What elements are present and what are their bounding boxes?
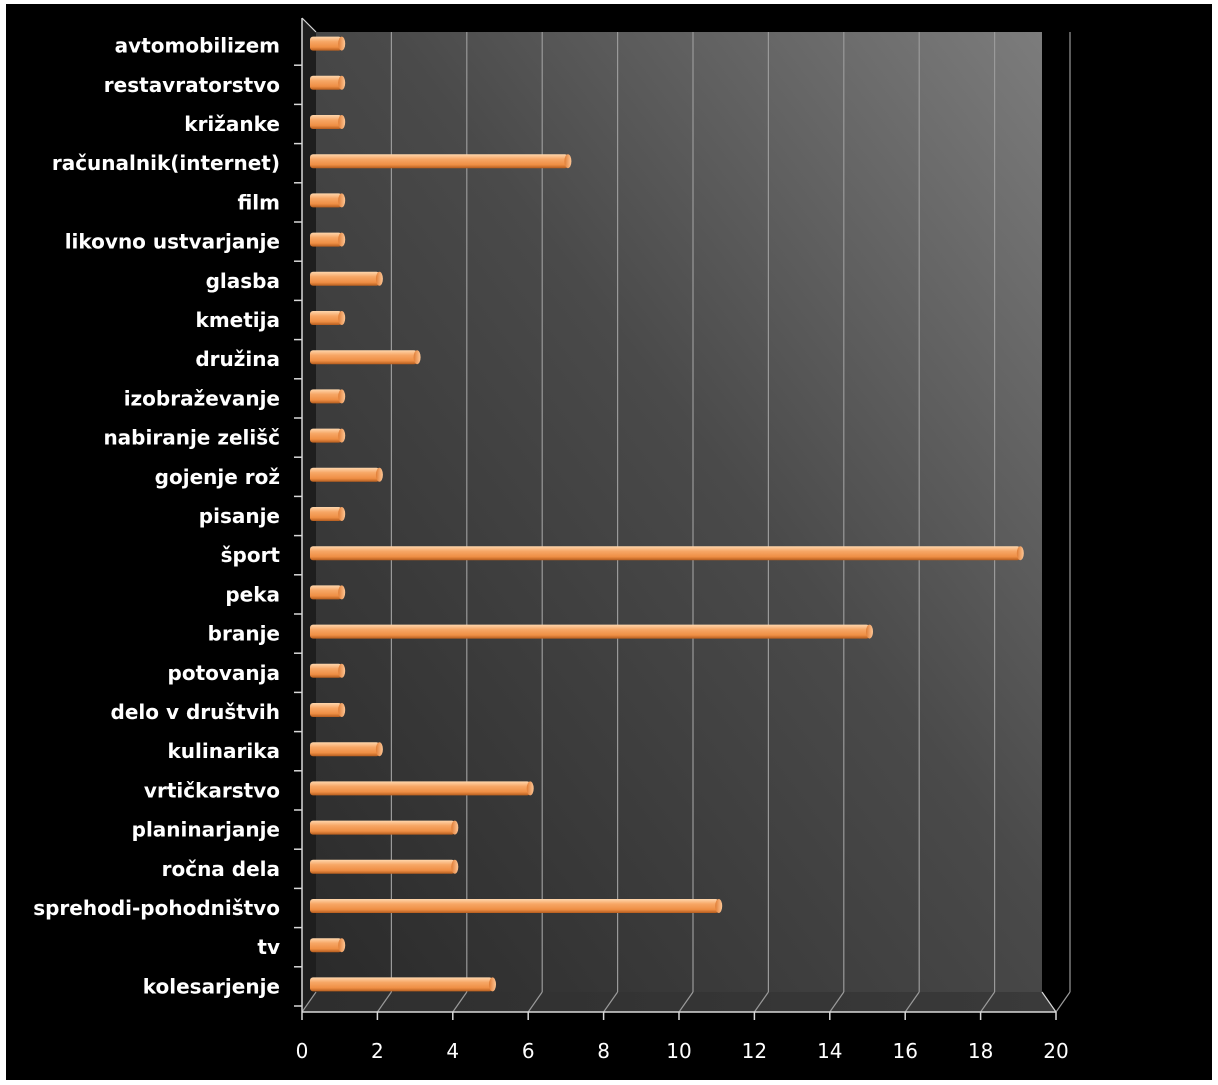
category-label-restavratorstvo: restavratorstvo bbox=[104, 73, 280, 97]
bar-film bbox=[310, 193, 346, 208]
x-tick-label: 4 bbox=[446, 1039, 459, 1063]
category-label-potovanja: potovanja bbox=[168, 661, 280, 685]
bar-kmetija bbox=[310, 311, 346, 325]
category-label-sprehodi-pohodnistvo: sprehodi-pohodništvo bbox=[33, 896, 280, 920]
bar-likovno-ustvarjanje bbox=[310, 232, 346, 247]
bar-glasba bbox=[310, 271, 383, 286]
floor-gridline bbox=[904, 991, 920, 1013]
bar-gojenje-roz bbox=[310, 467, 383, 482]
category-label-planinarjanje: planinarjanje bbox=[132, 818, 280, 842]
axes bbox=[294, 17, 1057, 1020]
category-label-nabiranje-zelisc: nabiranje zelišč bbox=[103, 426, 280, 450]
floor-gridline bbox=[527, 991, 543, 1013]
category-label-avtomobilizem: avtomobilizem bbox=[115, 34, 280, 58]
category-label-delo-v-drustvih: delo v društvih bbox=[111, 700, 280, 724]
bar-druzina bbox=[310, 350, 421, 365]
category-label-branje: branje bbox=[208, 622, 280, 646]
bar-tv bbox=[310, 938, 346, 953]
bar-potovanja bbox=[310, 663, 346, 678]
x-tick-label: 14 bbox=[817, 1039, 842, 1063]
x-tick-labels: 0 2 4 6 8 10 12 14 16 18 20 bbox=[296, 1039, 1069, 1063]
axis-depth-edge bbox=[301, 17, 317, 33]
plot-side-wall bbox=[302, 18, 316, 1012]
category-label-racunalnik-internet: računalnik(internet) bbox=[52, 151, 280, 175]
category-label-pisanje: pisanje bbox=[199, 504, 280, 528]
category-label-film: film bbox=[237, 190, 280, 214]
category-label-rocna-dela: ročna dela bbox=[162, 857, 280, 881]
category-label-glasba: glasba bbox=[206, 269, 280, 293]
chart-frame: avtomobilizem restavratorstvo križanke raču… bbox=[6, 4, 1212, 1080]
floor-gridline bbox=[376, 991, 392, 1013]
bar-delo-v-drustvih bbox=[310, 703, 346, 717]
category-label-druzina: družina bbox=[195, 347, 280, 371]
category-label-kulinarika: kulinarika bbox=[168, 739, 281, 763]
bar-planinarjanje bbox=[310, 820, 459, 835]
bar-kolesarjenje bbox=[310, 977, 496, 992]
plot-back-wall bbox=[316, 32, 1042, 992]
floor-gridline bbox=[603, 991, 619, 1013]
floor-gridline bbox=[301, 991, 317, 1013]
bar-rocna-dela bbox=[310, 859, 459, 874]
bar-branje bbox=[310, 624, 873, 639]
x-tick-label: 8 bbox=[597, 1039, 610, 1063]
bar-krizanke bbox=[310, 115, 346, 129]
bar-racunalnik-internet bbox=[310, 154, 572, 169]
x-tick-label: 18 bbox=[968, 1039, 993, 1063]
category-label-krizanke: križanke bbox=[184, 112, 280, 136]
category-label-sport: šport bbox=[221, 543, 281, 567]
floor-gridline bbox=[1055, 991, 1071, 1013]
bar-izobrazevanje bbox=[310, 389, 346, 404]
bar-nabiranje-zelisc bbox=[310, 428, 346, 443]
category-label-tv: tv bbox=[257, 935, 280, 959]
x-tick-label: 6 bbox=[522, 1039, 535, 1063]
floor-gridline bbox=[452, 991, 468, 1013]
x-tick-label: 16 bbox=[892, 1039, 917, 1063]
plot-floor bbox=[302, 992, 1056, 1012]
bar-peka bbox=[310, 585, 346, 600]
category-label-vrtickarstvo: vrtičkarstvo bbox=[144, 778, 280, 802]
floor-gridline bbox=[829, 991, 845, 1013]
category-label-kmetija: kmetija bbox=[196, 308, 280, 332]
x-tick-label: 20 bbox=[1043, 1039, 1068, 1063]
gridlines bbox=[301, 32, 1071, 1013]
category-label-likovno-ustvarjanje: likovno ustvarjanje bbox=[65, 230, 280, 254]
bars bbox=[310, 36, 1024, 992]
category-label-gojenje-roz: gojenje rož bbox=[155, 465, 280, 489]
x-tick-label: 10 bbox=[666, 1039, 691, 1063]
x-tick-label: 2 bbox=[371, 1039, 384, 1063]
category-labels: avtomobilizem restavratorstvo križanke raču… bbox=[33, 34, 280, 999]
x-tick-label: 0 bbox=[296, 1039, 309, 1063]
category-label-izobrazevanje: izobraževanje bbox=[124, 386, 280, 410]
bar-chart: avtomobilizem restavratorstvo križanke raču… bbox=[33, 17, 1071, 1063]
axis-depth-edge bbox=[1041, 991, 1057, 1013]
floor-gridline bbox=[753, 991, 769, 1013]
bar-avtomobilizem bbox=[310, 36, 346, 51]
bar-restavratorstvo bbox=[310, 75, 346, 90]
bar-vrtickarstvo bbox=[310, 781, 534, 796]
bar-pisanje bbox=[310, 507, 346, 521]
floor-gridline bbox=[980, 991, 996, 1013]
bar-kulinarika bbox=[310, 742, 383, 757]
bar-sprehodi-pohodnistvo bbox=[310, 899, 723, 913]
bar-sport bbox=[310, 546, 1024, 561]
category-label-peka: peka bbox=[225, 582, 280, 606]
floor-gridline bbox=[678, 991, 694, 1013]
x-tick-label: 12 bbox=[742, 1039, 767, 1063]
category-label-kolesarjenje: kolesarjenje bbox=[143, 974, 280, 998]
